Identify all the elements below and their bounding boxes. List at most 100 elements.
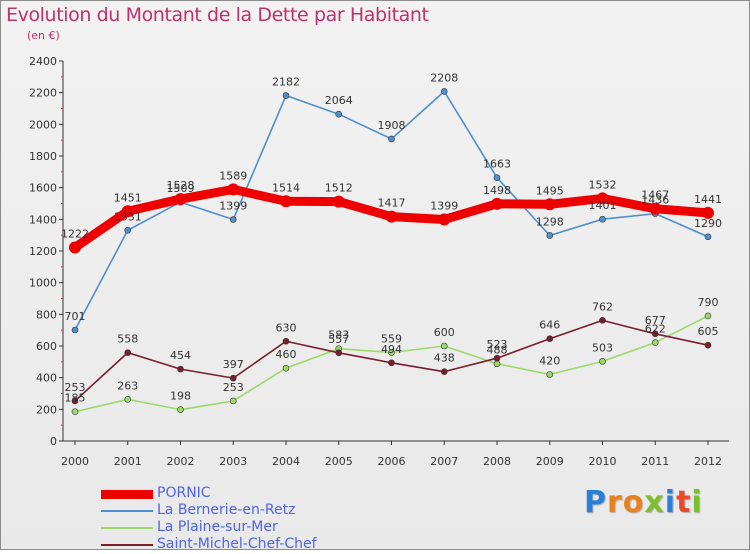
- data-point: [388, 135, 395, 143]
- data-label: 557: [328, 333, 349, 346]
- data-label: 1331: [114, 210, 142, 223]
- legend-item: PORNIC: [101, 485, 361, 503]
- data-point: [69, 241, 81, 254]
- data-label: 1399: [430, 199, 458, 212]
- y-tick-label: 1200: [29, 245, 57, 258]
- data-label: 1512: [325, 182, 353, 195]
- data-point: [124, 226, 132, 234]
- x-tick-label: 2002: [167, 455, 195, 468]
- data-label: 1589: [219, 169, 247, 182]
- data-label: 1451: [114, 191, 142, 204]
- y-tick-label: 2000: [29, 118, 57, 131]
- data-point: [493, 174, 501, 181]
- data-label: 646: [539, 319, 560, 332]
- data-label: 503: [592, 341, 613, 354]
- data-point: [599, 358, 606, 365]
- data-point: [177, 406, 184, 413]
- data-point: [704, 233, 712, 241]
- data-label: 438: [434, 352, 455, 365]
- x-tick-label: 2005: [325, 455, 353, 468]
- data-point: [702, 206, 714, 219]
- data-label: 523: [487, 338, 508, 351]
- legend-label: La Plaine-sur-Mer: [157, 519, 278, 535]
- proxiti-logo: Proxiti: [584, 485, 703, 520]
- data-label: 559: [381, 332, 402, 345]
- y-tick-label: 1800: [29, 150, 57, 163]
- data-point: [121, 205, 134, 218]
- chart-title: Evolution du Montant de la Dette par Hab…: [6, 4, 429, 26]
- x-tick-label: 2007: [430, 455, 458, 468]
- data-label: 1298: [536, 215, 564, 228]
- data-point: [440, 342, 448, 350]
- x-tick-label: 2003: [219, 455, 247, 468]
- data-label: 762: [592, 300, 613, 313]
- x-tick-label: 2012: [694, 455, 722, 468]
- data-point: [388, 349, 395, 356]
- logo-letter: i: [691, 485, 703, 520]
- y-tick-label: 1400: [29, 213, 57, 226]
- data-label: 460: [276, 348, 297, 361]
- data-points: [69, 88, 714, 416]
- y-tick-label: 600: [36, 340, 57, 353]
- x-tick-label: 2000: [61, 455, 89, 468]
- y-tick-label: 0: [50, 435, 57, 448]
- data-point: [124, 349, 132, 356]
- data-label: 605: [698, 325, 719, 338]
- y-tick-label: 800: [36, 308, 57, 321]
- data-label: 1514: [272, 181, 300, 194]
- data-point: [491, 197, 503, 210]
- legend-swatch: [101, 544, 153, 546]
- data-point: [543, 198, 556, 211]
- data-point: [229, 374, 237, 382]
- data-point: [599, 215, 606, 223]
- data-point: [71, 408, 79, 416]
- data-label: 1908: [378, 119, 406, 132]
- logo-letter: o: [622, 485, 645, 520]
- data-label: 263: [117, 379, 138, 392]
- data-label: 1441: [694, 193, 722, 206]
- data-label: 420: [539, 355, 560, 368]
- legend-label: PORNIC: [157, 485, 211, 501]
- legend: PORNIC La Bernerie-en-Retz La Plaine-sur-M…: [101, 485, 361, 554]
- x-tick-label: 2001: [114, 455, 142, 468]
- data-point: [335, 349, 343, 357]
- data-label: 397: [223, 358, 244, 371]
- data-label: 600: [434, 326, 455, 339]
- data-label: 1495: [536, 184, 564, 197]
- data-point: [493, 360, 501, 368]
- data-point: [651, 339, 659, 346]
- x-tick-label: 2010: [589, 455, 617, 468]
- data-label: 622: [645, 323, 666, 336]
- data-point: [282, 364, 290, 372]
- data-point: [229, 216, 237, 223]
- data-label: 1528: [167, 179, 195, 192]
- data-label: 1222: [61, 228, 89, 241]
- legend-item: La Bernerie-en-Retz: [101, 502, 361, 520]
- data-point: [388, 359, 395, 367]
- data-point: [174, 193, 187, 206]
- logo-letter: r: [607, 485, 623, 520]
- data-point: [332, 195, 345, 208]
- legend-item: Saint-Michel-Chef-Chef: [101, 536, 361, 554]
- x-tick-label: 2008: [483, 455, 511, 468]
- data-label: 1532: [589, 178, 617, 191]
- logo-letter: P: [584, 485, 607, 520]
- data-point: [227, 183, 240, 196]
- axes: 0 200 400 600 800 1000 1200 1400 1600 1800 2000 220…: [29, 55, 729, 468]
- data-label: 2208: [430, 71, 458, 84]
- legend-label: La Bernerie-en-Retz: [157, 502, 296, 518]
- data-point: [71, 326, 79, 334]
- legend-swatch: [101, 510, 153, 512]
- data-label: 1509: [167, 182, 195, 195]
- data-label: 198: [170, 390, 191, 403]
- data-labels: 1222 1451 1528 1589 1514 1512 1417 1399 1498 1495…: [61, 71, 722, 404]
- data-label: 253: [223, 381, 244, 394]
- data-label: 1663: [483, 158, 511, 171]
- data-label: 1498: [483, 184, 511, 197]
- y-tick-label: 1000: [29, 277, 57, 290]
- data-label: 1401: [589, 199, 617, 212]
- data-point: [704, 312, 712, 320]
- x-tick-label: 2006: [378, 455, 406, 468]
